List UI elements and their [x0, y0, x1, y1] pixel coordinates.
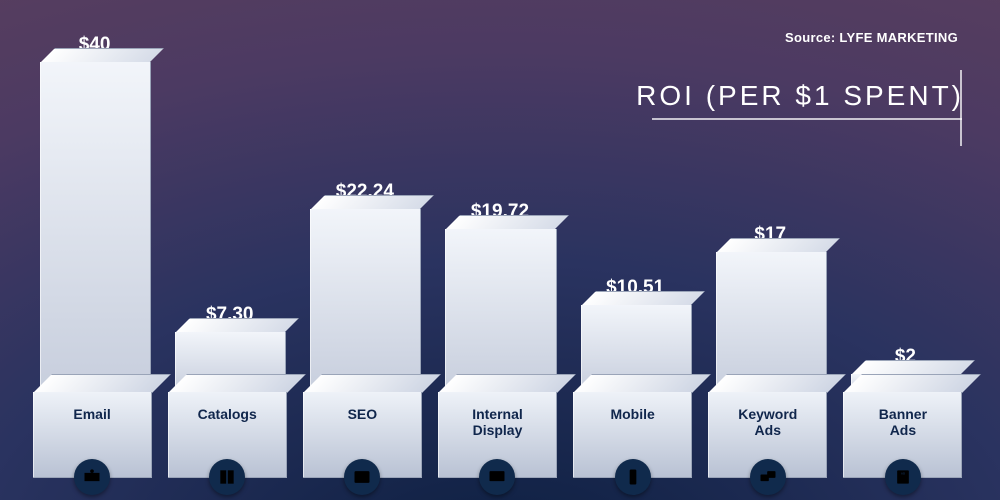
bar	[445, 229, 554, 392]
bar-label: Catalogs	[198, 406, 257, 422]
pedestal-front-face: Catalogs	[168, 392, 287, 478]
pedestal: Email	[33, 392, 152, 478]
bar-column: $19.72Internal Display	[445, 201, 554, 478]
pedestal-front-face: Keyword Ads	[708, 392, 827, 478]
bar-label: Internal Display	[472, 406, 523, 438]
bar-top-face	[445, 215, 569, 230]
bar-chart: $40Email$7.30Catalogs$22.24SEO$19.72Inte…	[40, 28, 960, 478]
bar-front-face	[445, 229, 556, 392]
bar-top-face	[716, 238, 840, 253]
bar-front-face	[310, 209, 421, 392]
pedestal: Mobile	[573, 392, 692, 478]
pedestal-top-face	[843, 374, 981, 393]
bar-top-face	[581, 291, 705, 306]
roi-infographic: Source: LYFE MARKETING ROI (PER $1 SPENT…	[0, 0, 1000, 500]
mobile-icon	[615, 459, 651, 495]
bar-label: Banner Ads	[879, 406, 927, 438]
pedestal: Catalogs	[168, 392, 287, 478]
bar-top-face	[175, 318, 299, 333]
bar-label: Keyword Ads	[738, 406, 797, 438]
bar	[716, 252, 825, 392]
pedestal-front-face: SEO	[303, 392, 422, 478]
email-icon	[74, 459, 110, 495]
seo-icon	[344, 459, 380, 495]
bar-label: SEO	[348, 406, 378, 422]
pedestal-top-face	[438, 374, 576, 393]
title-rule	[960, 70, 962, 146]
bar-column: $2Banner Ads	[851, 346, 960, 478]
display-icon	[479, 459, 515, 495]
catalog-icon	[209, 459, 245, 495]
pedestal-top-face	[33, 374, 171, 393]
keyword-icon	[750, 459, 786, 495]
bar-column: $17Keyword Ads	[716, 224, 825, 478]
pedestal: Banner Ads	[843, 392, 962, 478]
bar-front-face	[40, 62, 151, 392]
pedestal-front-face: Mobile	[573, 392, 692, 478]
bar-column: $7.30Catalogs	[175, 304, 284, 478]
pedestal-top-face	[303, 374, 441, 393]
bar-top-face	[851, 360, 975, 375]
bar-front-face	[716, 252, 827, 392]
bar-top-face	[310, 195, 434, 210]
pedestal-top-face	[708, 374, 846, 393]
bar-top-face	[40, 48, 164, 63]
pedestal-top-face	[168, 374, 306, 393]
bar-label: Mobile	[610, 406, 654, 422]
pedestal-front-face: Email	[33, 392, 152, 478]
pedestal: Internal Display	[438, 392, 557, 478]
bar-column: $40Email	[40, 34, 149, 478]
pedestal: SEO	[303, 392, 422, 478]
bar-column: $22.24SEO	[310, 181, 419, 478]
bar-column: $10.51Mobile	[581, 277, 690, 478]
banner-icon	[885, 459, 921, 495]
pedestal: Keyword Ads	[708, 392, 827, 478]
bar-label: Email	[73, 406, 110, 422]
bar	[310, 209, 419, 392]
pedestal-front-face: Internal Display	[438, 392, 557, 478]
bar	[40, 62, 149, 392]
pedestal-top-face	[573, 374, 711, 393]
pedestal-front-face: Banner Ads	[843, 392, 962, 478]
